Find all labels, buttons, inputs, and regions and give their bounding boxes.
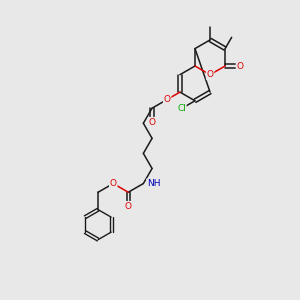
Text: O: O [207, 70, 214, 79]
Text: O: O [110, 179, 117, 188]
Text: Cl: Cl [177, 104, 186, 113]
Text: O: O [148, 118, 156, 127]
Text: O: O [125, 202, 132, 211]
Text: O: O [164, 95, 171, 104]
Text: NH: NH [147, 179, 160, 188]
Text: O: O [236, 61, 243, 70]
